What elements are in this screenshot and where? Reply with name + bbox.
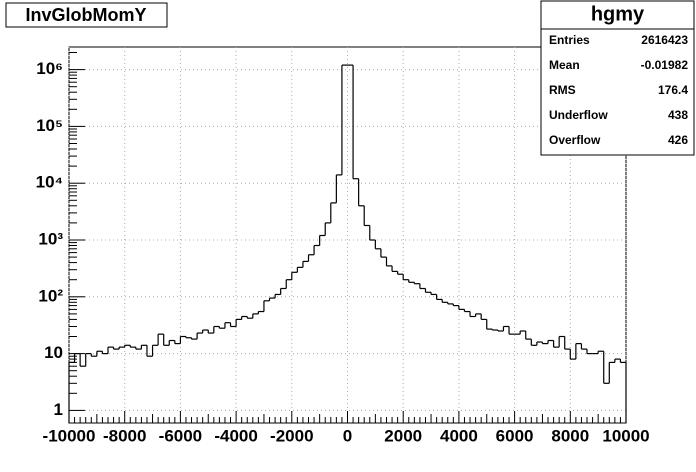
stats-value: 176.4 [658,83,688,97]
y-tick-label: 10⁶ [36,59,63,78]
y-tick-label: 10⁵ [36,116,63,135]
y-tick-label: 10² [38,286,63,305]
stats-value: 426 [668,133,688,147]
x-tick-label: 6000 [496,426,534,445]
x-tick-label: -4000 [214,426,257,445]
title-box [5,2,168,28]
stats-label: Overflow [549,133,601,147]
x-tick-label: 0 [343,426,352,445]
x-tick-label: 10000 [602,426,649,445]
y-tick-label: 10⁴ [36,173,63,192]
x-tick-label: -8000 [103,426,146,445]
y-tick-label: 1 [54,400,63,419]
stats-label: Underflow [549,108,608,122]
stats-label: Mean [549,58,580,72]
y-tick-label: 10³ [38,229,63,248]
stats-value: 2616423 [641,33,688,47]
x-tick-label: 8000 [551,426,589,445]
stats-label: Entries [549,33,590,47]
stats-value: -0.01982 [641,58,689,72]
chart-title: InvGlobMomY [26,5,147,25]
x-tick-label: -6000 [159,426,202,445]
x-tick-label: 2000 [384,426,422,445]
x-tick-label: 4000 [440,426,478,445]
stats-box [540,0,695,156]
x-tick-label: -10000 [43,426,96,445]
x-tick-label: -2000 [270,426,313,445]
stats-value: 438 [668,108,688,122]
y-tick-label: 10 [44,343,63,362]
histogram-connector [68,65,627,423]
stats-title: hgmy [591,3,645,25]
stats-label: RMS [549,83,576,97]
